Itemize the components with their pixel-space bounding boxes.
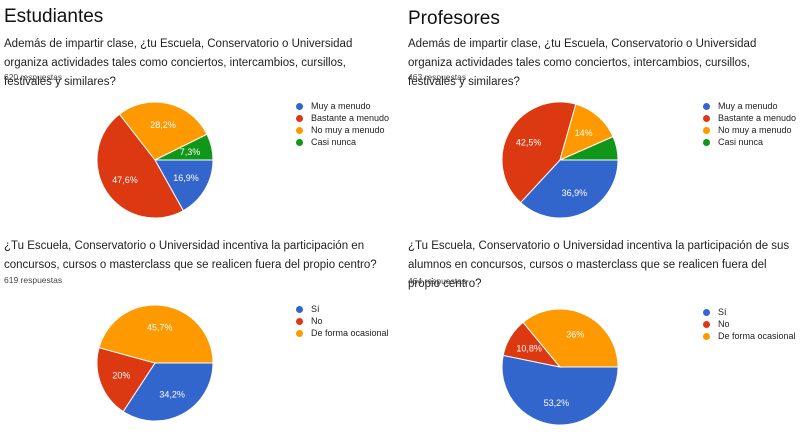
legend-item[interactable]: Casi nunca [703, 136, 796, 148]
pie-chart: 36,9% 42,5% 14% [501, 101, 619, 219]
legend-label: No muy a menudo [718, 125, 792, 135]
legend-swatch [703, 308, 710, 316]
legend-swatch [296, 138, 303, 146]
legend: Muy a menudo Bastante a menudo No muy a … [703, 100, 796, 148]
pie-slice-muy-a-menudo[interactable] [154, 159, 214, 212]
pie-slice-label: 20% [112, 371, 130, 381]
legend-label: Casi nunca [718, 137, 764, 147]
legend-label: Sí [311, 304, 320, 314]
legend-item[interactable]: Muy a menudo [703, 100, 796, 112]
legend-label: Bastante a menudo [311, 113, 390, 123]
legend-label: Muy a menudo [311, 101, 371, 111]
question-text: Además de impartir clase, ¿tu Escuela, C… [4, 38, 353, 88]
legend-label: No [718, 319, 730, 329]
teachers-title: Profesores [408, 8, 500, 29]
pie-slice-label: 10,8% [516, 344, 542, 354]
pie-slice-label: 53,2% [544, 398, 570, 408]
legend-item[interactable]: Bastante a menudo [703, 112, 796, 124]
pie-slice-casi-nunca[interactable] [559, 135, 619, 161]
legend-item[interactable]: Casi nunca [296, 136, 389, 148]
pie-slice-de-forma-ocasional[interactable] [98, 304, 214, 364]
legend-swatch [703, 332, 710, 340]
legend: Sí No De forma ocasional [703, 306, 796, 342]
response-count: 463 respuestas [408, 72, 467, 82]
question-text: Además de impartir clase, ¿tu Escuela, C… [408, 38, 757, 88]
legend-swatch [703, 102, 710, 110]
response-count: 620 respuestas [4, 72, 63, 82]
legend-swatch [296, 102, 303, 110]
pie-slice-no-muy-a-menudo[interactable] [118, 101, 208, 161]
legend-label: Muy a menudo [718, 101, 778, 111]
pie-slice-label: 16,9% [173, 173, 199, 183]
legend-item[interactable]: Bastante a menudo [296, 112, 389, 124]
students-title: Estudiantes [4, 6, 104, 27]
pie-slice-bastante-a-menudo[interactable] [501, 101, 577, 204]
legend-item[interactable]: No [296, 315, 389, 327]
pie-slice-de-forma-ocasional[interactable] [522, 308, 619, 368]
pie-slice-label: 36,9% [562, 188, 588, 198]
legend-item[interactable]: Sí [703, 306, 796, 318]
legend-label: Sí [718, 307, 727, 317]
pie-slice-label: 47,6% [112, 175, 138, 185]
pie-slice-label: 28,2% [150, 120, 176, 130]
legend-item[interactable]: De forma ocasional [296, 327, 389, 339]
pie-slice-label: 7,3% [180, 147, 201, 157]
pie-slice-no[interactable] [96, 347, 156, 413]
pie-slice-label: 42,5% [516, 137, 542, 147]
pie-slice-label: 45,7% [147, 322, 173, 332]
pie-slice-bastante-a-menudo[interactable] [96, 113, 184, 219]
legend-label: Casi nunca [311, 137, 357, 147]
question-text: ¿Tu Escuela, Conservatorio o Universidad… [408, 240, 790, 290]
pie-slice-si[interactable] [501, 354, 619, 426]
legend-label: De forma ocasional [311, 328, 389, 338]
pie-slice-label: 14% [575, 128, 593, 138]
legend-label: De forma ocasional [718, 331, 796, 341]
legend-item[interactable]: De forma ocasional [703, 330, 796, 342]
legend-item[interactable]: Muy a menudo [296, 100, 389, 112]
legend-label: Bastante a menudo [718, 113, 797, 123]
pie-chart: 16,9% 47,6% 28,2% 7,3% [96, 101, 214, 219]
pie-slice-no-muy-a-menudo[interactable] [559, 103, 614, 161]
legend-item[interactable]: No muy a menudo [703, 124, 796, 136]
legend-label: No [311, 316, 323, 326]
legend-swatch [703, 138, 710, 146]
legend: Sí No De forma ocasional [296, 303, 389, 339]
question-text: ¿Tu Escuela, Conservatorio o Universidad… [4, 240, 377, 271]
pie-slice-muy-a-menudo[interactable] [519, 159, 619, 219]
response-count: 619 respuestas [4, 275, 63, 285]
legend-swatch [703, 320, 710, 328]
legend-swatch [296, 317, 303, 325]
legend-swatch [296, 305, 303, 313]
pie-slice-label: 36% [566, 329, 584, 339]
legend-swatch [703, 126, 710, 134]
legend-label: No muy a menudo [311, 125, 385, 135]
legend: Muy a menudo Bastante a menudo No muy a … [296, 100, 389, 148]
legend-item[interactable]: No [703, 318, 796, 330]
pie-slice-label: 34,2% [159, 390, 185, 400]
pie-slice-casi-nunca[interactable] [154, 133, 214, 161]
legend-item[interactable]: No muy a menudo [296, 124, 389, 136]
legend-swatch [296, 329, 303, 337]
response-count: 464 respuestas [408, 276, 467, 286]
legend-item[interactable]: Sí [296, 303, 389, 315]
pie-chart: 34,2% 20% 45,7% [96, 304, 214, 422]
legend-swatch [296, 126, 303, 134]
pie-chart: 53,2% 10,8% 36% [501, 308, 619, 426]
legend-swatch [703, 114, 710, 122]
legend-swatch [296, 114, 303, 122]
